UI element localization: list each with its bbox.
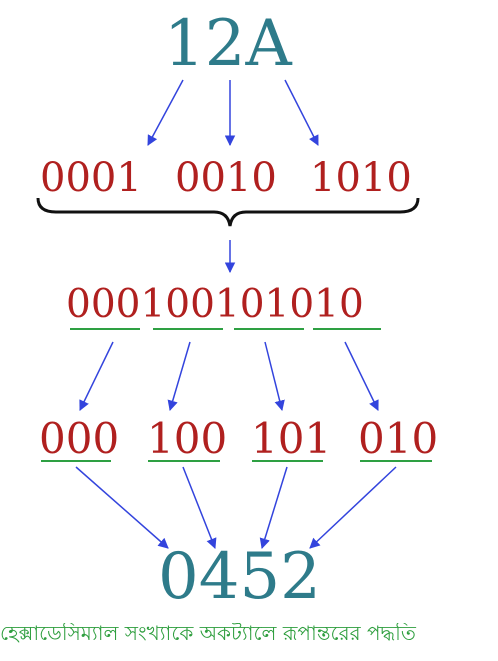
arrow-group-to-triplet-1 <box>79 341 114 411</box>
arrow-triplet-to-octal-1 <box>75 466 169 549</box>
arrow-triplet-to-octal-4 <box>309 466 397 549</box>
arrow-hex-to-nibble-3 <box>284 79 319 146</box>
triplet-3: 101 <box>251 414 332 463</box>
nibble-2: 0010 <box>175 155 277 201</box>
nibble-1: 0001 <box>40 155 142 201</box>
octal-number: 0452 <box>158 540 321 614</box>
binary-combined: 000100101010 <box>66 282 364 327</box>
arrow-group-to-triplet-4 <box>344 341 379 411</box>
nibble-3: 1010 <box>310 155 412 201</box>
grouping-brace <box>36 197 420 227</box>
triplet-2: 100 <box>147 414 228 463</box>
caption-text: হেক্সাডেসিম্যাল সংখ্যাকে অকট্যালে রূপান্… <box>0 623 416 643</box>
hex-number: 12A <box>164 7 292 81</box>
arrow-hex-to-nibble-1 <box>147 79 184 146</box>
arrow-group-to-triplet-3 <box>264 341 285 412</box>
triplet-4: 010 <box>358 414 439 463</box>
arrow-triplet-to-octal-2 <box>182 466 217 549</box>
arrow-group-to-triplet-2 <box>167 341 191 412</box>
triplet-1: 000 <box>39 414 120 463</box>
arrow-triplet-to-octal-3 <box>259 466 288 550</box>
